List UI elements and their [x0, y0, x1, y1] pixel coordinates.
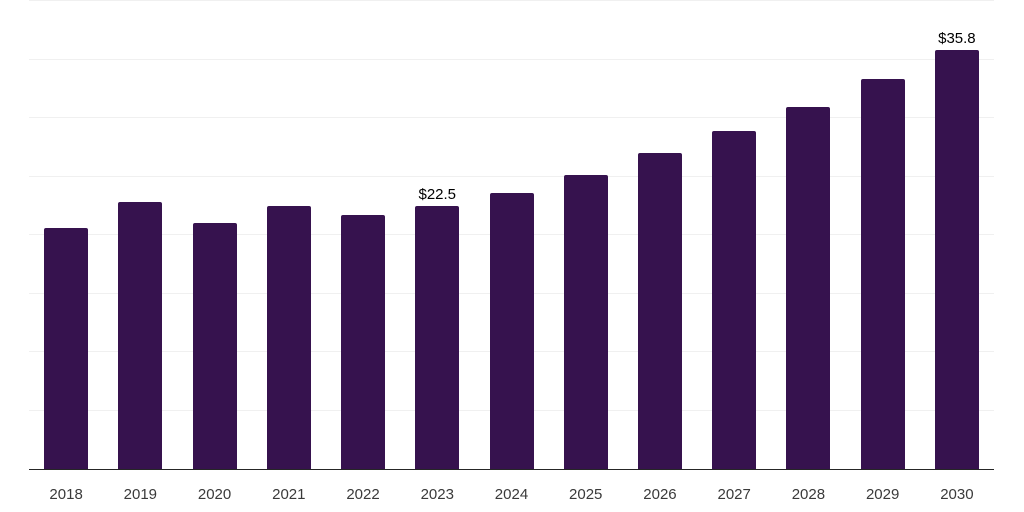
bar-2020[interactable]: [192, 223, 237, 469]
x-tick-label-2023: 2023: [420, 486, 454, 503]
x-tick-label-2020: 2020: [197, 486, 232, 503]
x-tick-label-2030: 2030: [940, 486, 974, 503]
x-tick-label-2018: 2018: [49, 486, 83, 503]
bar-2028[interactable]: [786, 107, 831, 469]
x-tick-label-2029: 2029: [865, 486, 900, 503]
gridline-y-35: [29, 58, 994, 60]
x-tick-label-2025: 2025: [569, 486, 603, 503]
bar-2024[interactable]: [489, 192, 534, 469]
plot-area: $22.5 $35.8: [29, 0, 994, 470]
x-tick-label-2026: 2026: [643, 486, 677, 503]
x-tick-label-2021: 2021: [272, 486, 306, 503]
data-label-2023: $22.5: [418, 185, 457, 203]
gridline-y-40: [29, 0, 994, 1]
x-tick-label-2028: 2028: [791, 486, 826, 503]
x-axis-line: [29, 469, 994, 470]
x-tick-label-2027: 2027: [717, 486, 751, 503]
x-tick-label-2022: 2022: [346, 486, 380, 503]
gridline-y-25: [29, 175, 994, 177]
bar-2027[interactable]: [712, 130, 757, 469]
bar-2025[interactable]: [563, 175, 608, 469]
bar-2026[interactable]: [637, 153, 682, 469]
bar-2023[interactable]: $22.5: [415, 187, 460, 469]
bar-2029[interactable]: [860, 79, 905, 469]
bar-2030[interactable]: $35.8: [934, 31, 979, 469]
data-label-2030: $35.8: [938, 30, 976, 48]
x-tick-label-2024: 2024: [494, 486, 529, 503]
bar-2021[interactable]: [266, 205, 311, 469]
bar-2019[interactable]: [118, 202, 163, 469]
bar-2022[interactable]: [341, 215, 386, 469]
bar-2018[interactable]: [44, 227, 89, 469]
x-tick-label-2019: 2019: [123, 486, 158, 503]
gridline-y-30: [29, 117, 994, 118]
